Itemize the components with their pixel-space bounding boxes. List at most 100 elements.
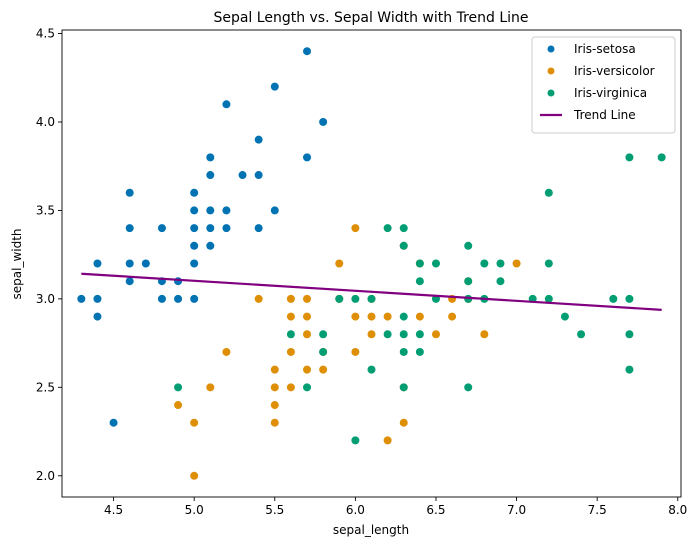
data-point [625, 153, 634, 162]
plot-frame [61, 29, 682, 498]
data-point [351, 436, 360, 445]
data-point [399, 418, 408, 427]
data-point [174, 277, 183, 286]
x-tick-label: 6.0 [346, 503, 365, 517]
data-point [157, 294, 166, 303]
data-point [206, 153, 215, 162]
data-point [125, 224, 134, 233]
data-point [609, 294, 618, 303]
y-tick-label: 2.0 [36, 469, 55, 483]
data-point [125, 277, 134, 286]
data-point [464, 241, 473, 250]
data-point [125, 259, 134, 268]
data-point [238, 171, 247, 180]
data-point [270, 206, 279, 215]
data-point [399, 347, 408, 356]
x-tick-label: 5.5 [265, 503, 284, 517]
data-point [383, 312, 392, 321]
y-tick-label: 2.5 [36, 380, 55, 394]
data-point [286, 294, 295, 303]
data-point [93, 312, 102, 321]
data-point [335, 294, 344, 303]
data-point [319, 117, 328, 126]
plot-area [77, 47, 666, 480]
x-tick-label: 7.5 [588, 503, 607, 517]
data-point [174, 401, 183, 410]
data-point [415, 330, 424, 339]
data-point [190, 224, 199, 233]
data-point [480, 259, 489, 268]
data-point [335, 259, 344, 268]
x-tick-label: 4.5 [104, 503, 123, 517]
legend-label: Trend Line [573, 108, 636, 122]
data-point [286, 330, 295, 339]
data-point [109, 418, 118, 427]
data-point [303, 312, 312, 321]
y-tick-label: 4.5 [36, 27, 55, 41]
data-point [303, 47, 312, 56]
data-point [174, 383, 183, 392]
data-point [351, 224, 360, 233]
data-point [270, 383, 279, 392]
data-point [351, 294, 360, 303]
data-point [431, 330, 440, 339]
x-axis-label: sepal_length [333, 523, 409, 537]
data-point [93, 294, 102, 303]
data-point [125, 188, 134, 197]
data-point [319, 330, 328, 339]
data-point [174, 294, 183, 303]
data-point [254, 171, 263, 180]
data-point [222, 206, 231, 215]
series-iris-virginica [174, 153, 666, 445]
data-point [399, 383, 408, 392]
data-point [270, 82, 279, 91]
y-tick-label: 4.0 [36, 115, 55, 129]
series-iris-setosa [77, 47, 328, 427]
data-point [190, 294, 199, 303]
chart-title: Sepal Length vs. Sepal Width with Trend … [213, 10, 528, 26]
legend: Iris-setosa Iris-versicolor Iris-virginica… [531, 36, 676, 134]
data-point [93, 259, 102, 268]
legend-marker [547, 89, 555, 97]
data-point [367, 365, 376, 374]
data-point [399, 312, 408, 321]
data-point [657, 153, 666, 162]
data-point [383, 224, 392, 233]
data-point [270, 401, 279, 410]
y-tick-label: 3.5 [36, 203, 55, 217]
data-point [415, 347, 424, 356]
data-point [625, 365, 634, 374]
x-tick-label: 8.0 [668, 503, 687, 517]
data-point [415, 259, 424, 268]
data-point [206, 206, 215, 215]
data-point [206, 241, 215, 250]
data-point [625, 330, 634, 339]
data-point [399, 224, 408, 233]
legend-label: Iris-virginica [574, 86, 647, 100]
data-point [190, 206, 199, 215]
legend-marker [547, 45, 555, 53]
data-point [544, 188, 553, 197]
data-point [431, 259, 440, 268]
data-point [206, 383, 215, 392]
data-point [222, 224, 231, 233]
data-point [270, 418, 279, 427]
data-point [286, 383, 295, 392]
data-point [367, 312, 376, 321]
data-point [367, 330, 376, 339]
y-axis-label: sepal_width [10, 228, 24, 299]
data-point [254, 135, 263, 144]
x-tick-label: 6.5 [426, 503, 445, 517]
data-point [415, 312, 424, 321]
data-point [254, 224, 263, 233]
data-point [319, 365, 328, 374]
data-point [157, 224, 166, 233]
data-point [270, 365, 279, 374]
data-point [544, 294, 553, 303]
data-point [319, 347, 328, 356]
data-point [544, 259, 553, 268]
data-point [286, 312, 295, 321]
data-point [464, 383, 473, 392]
data-point [351, 312, 360, 321]
